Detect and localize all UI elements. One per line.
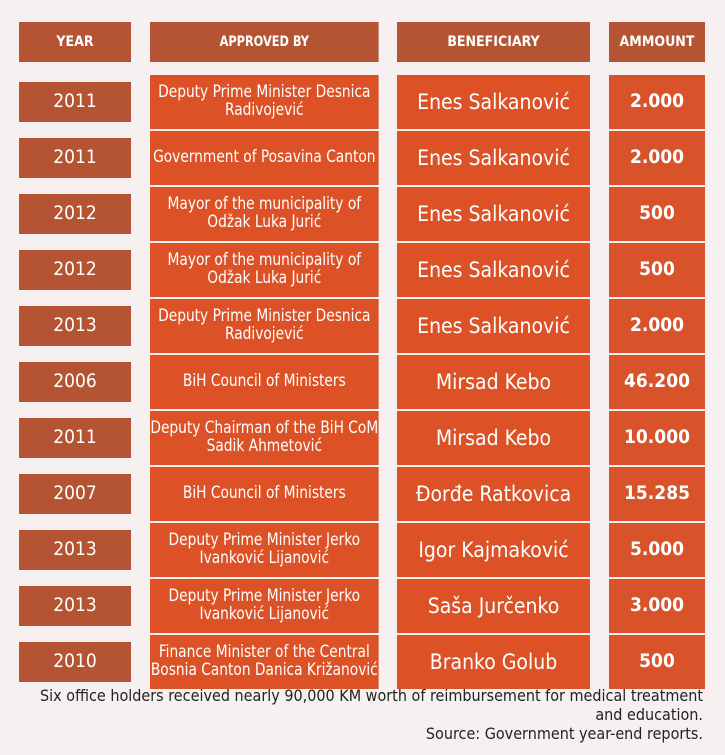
beneficiary-cell: Enes Salkanović (397, 299, 590, 353)
amount-cell: 2.000 (609, 131, 705, 185)
approved-by-cell: Government of Posavina Canton (150, 131, 379, 185)
amount-cell: 5.000 (609, 523, 705, 577)
table-row: 2010 Finance Minister of the Central Bosn… (19, 635, 705, 689)
table-header: YEAR APPROVED BY BENEFICIARY AMMOUNT (19, 22, 705, 62)
amount-cell: 10.000 (609, 411, 705, 465)
amount-cell: 2.000 (609, 75, 705, 129)
table-row: 2013 Deputy Prime Minister Desnica Radivo… (19, 299, 705, 353)
approved-by-cell: BiH Council of Ministers (150, 355, 379, 409)
table-row: 2013 Deputy Prime Minister Jerko Ivankovi… (19, 579, 705, 633)
approved-by-cell: Deputy Prime Minister Desnica Radivojevi… (150, 299, 379, 353)
table-row: 2007 BiH Council of Ministers Đorđe Ratkov… (19, 467, 705, 521)
amount-cell: 500 (609, 243, 705, 297)
approved-by-cell: BiH Council of Ministers (150, 467, 379, 521)
year-cell: 2011 (19, 418, 131, 458)
amount-cell: 500 (609, 635, 705, 689)
beneficiary-cell: Enes Salkanović (397, 131, 590, 185)
footer: Six office holders received nearly 90,00… (23, 686, 703, 743)
beneficiary-cell: Mirsad Kebo (397, 355, 590, 409)
beneficiary-cell: Branko Golub (397, 635, 590, 689)
year-cell: 2012 (19, 250, 131, 290)
header-year: YEAR (19, 22, 131, 62)
beneficiary-cell: Enes Salkanović (397, 243, 590, 297)
footer-source: Source: Government year-end reports. (425, 724, 703, 743)
year-cell: 2013 (19, 306, 131, 346)
beneficiary-cell: Đorđe Ratkovica (397, 467, 590, 521)
amount-cell: 2.000 (609, 299, 705, 353)
year-cell: 2010 (19, 642, 131, 682)
footer-note: Six office holders received nearly 90,00… (40, 686, 703, 724)
header-approved-by: APPROVED BY (150, 22, 379, 62)
approved-by-cell: Finance Minister of the Central Bosnia C… (150, 635, 379, 689)
table-row: 2013 Deputy Prime Minister Jerko Ivankovi… (19, 523, 705, 577)
amount-cell: 500 (609, 187, 705, 241)
table-row: 2011 Government of Posavina Canton Enes Sa… (19, 131, 705, 185)
approved-by-cell: Deputy Prime Minister Desnica Radivojevi… (150, 75, 379, 129)
table-row: 2012 Mayor of the municipality of Odžak L… (19, 187, 705, 241)
table-row: 2012 Mayor of the municipality of Odžak L… (19, 243, 705, 297)
amount-cell: 3.000 (609, 579, 705, 633)
year-cell: 2006 (19, 362, 131, 402)
amount-cell: 46.200 (609, 355, 705, 409)
beneficiary-cell: Saša Jurčenko (397, 579, 590, 633)
approved-by-cell: Deputy Prime Minister Jerko Ivanković Li… (150, 523, 379, 577)
table-row: 2011 Deputy Prime Minister Desnica Radivo… (19, 75, 705, 129)
year-cell: 2012 (19, 194, 131, 234)
amount-cell: 15.285 (609, 467, 705, 521)
approved-by-cell: Deputy Chairman of the BiH CoM Sadik Ahm… (150, 411, 379, 465)
approved-by-cell: Mayor of the municipality of Odžak Luka … (150, 243, 379, 297)
table-row: 2006 BiH Council of Ministers Mirsad Kebo 4… (19, 355, 705, 409)
year-cell: 2013 (19, 530, 131, 570)
beneficiary-cell: Enes Salkanović (397, 75, 590, 129)
approved-by-cell: Mayor of the municipality of Odžak Luka … (150, 187, 379, 241)
year-cell: 2011 (19, 138, 131, 178)
reimbursement-table: YEAR APPROVED BY BENEFICIARY AMMOUNT 201… (19, 22, 705, 691)
beneficiary-cell: Mirsad Kebo (397, 411, 590, 465)
table-row: 2011 Deputy Chairman of the BiH CoM Sadik… (19, 411, 705, 465)
year-cell: 2007 (19, 474, 131, 514)
year-cell: 2011 (19, 82, 131, 122)
approved-by-cell: Deputy Prime Minister Jerko Ivanković Li… (150, 579, 379, 633)
header-amount: AMMOUNT (609, 22, 705, 62)
header-beneficiary: BENEFICIARY (397, 22, 590, 62)
beneficiary-cell: Enes Salkanović (397, 187, 590, 241)
year-cell: 2013 (19, 586, 131, 626)
beneficiary-cell: Igor Kajmaković (397, 523, 590, 577)
